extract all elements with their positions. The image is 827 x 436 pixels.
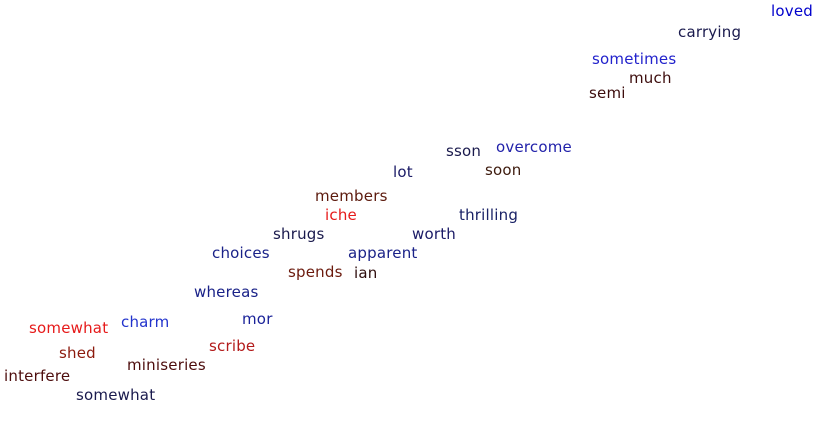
word-label: shed <box>59 344 96 362</box>
word-label: somewhat <box>29 319 109 337</box>
word-label: ian <box>354 264 378 282</box>
word-label: thrilling <box>459 206 519 224</box>
word-label: mor <box>242 310 273 328</box>
word-label: sson <box>446 142 482 160</box>
word-label: overcome <box>496 138 572 156</box>
word-label: iche <box>325 206 357 224</box>
word-label: choices <box>212 244 270 262</box>
word-label: lot <box>393 163 413 181</box>
word-label: soon <box>485 161 522 179</box>
word-label: carrying <box>678 23 742 41</box>
word-label: shrugs <box>273 225 325 243</box>
word-label: apparent <box>348 244 418 262</box>
word-label: scribe <box>209 337 256 355</box>
word-label: somewhat <box>76 386 156 404</box>
word-label: sometimes <box>592 50 677 68</box>
word-label: members <box>315 187 388 205</box>
word-label: miniseries <box>127 356 206 374</box>
word-label: loved <box>771 2 813 20</box>
word-label: worth <box>412 225 457 243</box>
word-label: whereas <box>194 283 259 301</box>
word-label: interfere <box>4 367 71 385</box>
word-label: semi <box>589 84 626 102</box>
word-label: spends <box>288 263 343 281</box>
word-label: charm <box>121 313 170 331</box>
word-label: much <box>629 69 672 87</box>
